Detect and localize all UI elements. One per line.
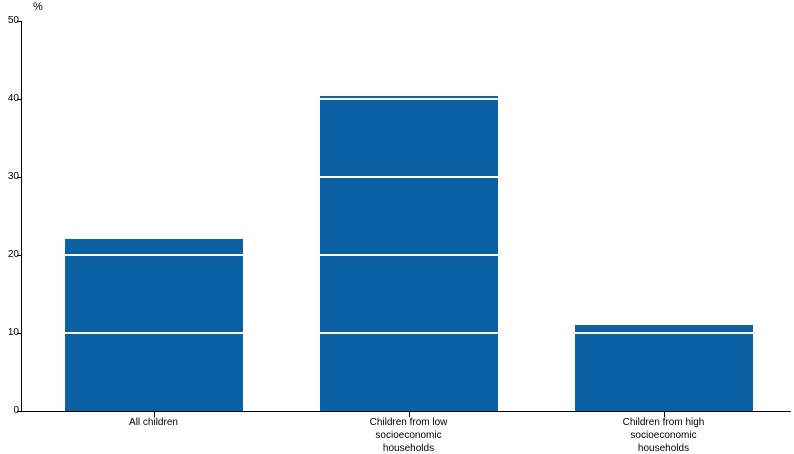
x-axis-line [21,411,791,412]
gridline-segment [319,253,498,256]
y-axis-line [21,21,22,411]
x-tick-mark [408,412,410,417]
x-category-label: Children from low socioeconomic househol… [369,417,448,454]
gridline-segment [319,331,498,334]
gridline-segment [64,253,243,256]
y-tick-mark [17,99,21,100]
gridline-segment [64,331,243,334]
y-tick-label: 0 [13,405,19,416]
bar [574,325,753,411]
gridline-segment [574,331,753,334]
y-axis-unit-label: % [33,1,43,13]
y-tick-label: 40 [7,93,19,104]
y-tick-label: 10 [7,327,19,338]
gridline-segment [319,97,498,100]
y-tick-label: 20 [7,249,19,260]
x-category-label: Children from high socioeconomic househo… [622,417,705,454]
bar [64,239,243,411]
y-tick-mark [17,333,21,334]
gridline-segment [319,175,498,178]
y-tick-mark [17,177,21,178]
y-tick-label: 50 [7,15,19,26]
bar [319,95,498,411]
y-tick-mark [17,21,21,22]
y-tick-mark [17,255,21,256]
x-tick-mark [663,412,665,417]
x-tick-mark [153,412,155,417]
y-tick-label: 30 [7,171,19,182]
x-category-label: All children [129,417,178,428]
y-tick-mark [17,411,21,412]
